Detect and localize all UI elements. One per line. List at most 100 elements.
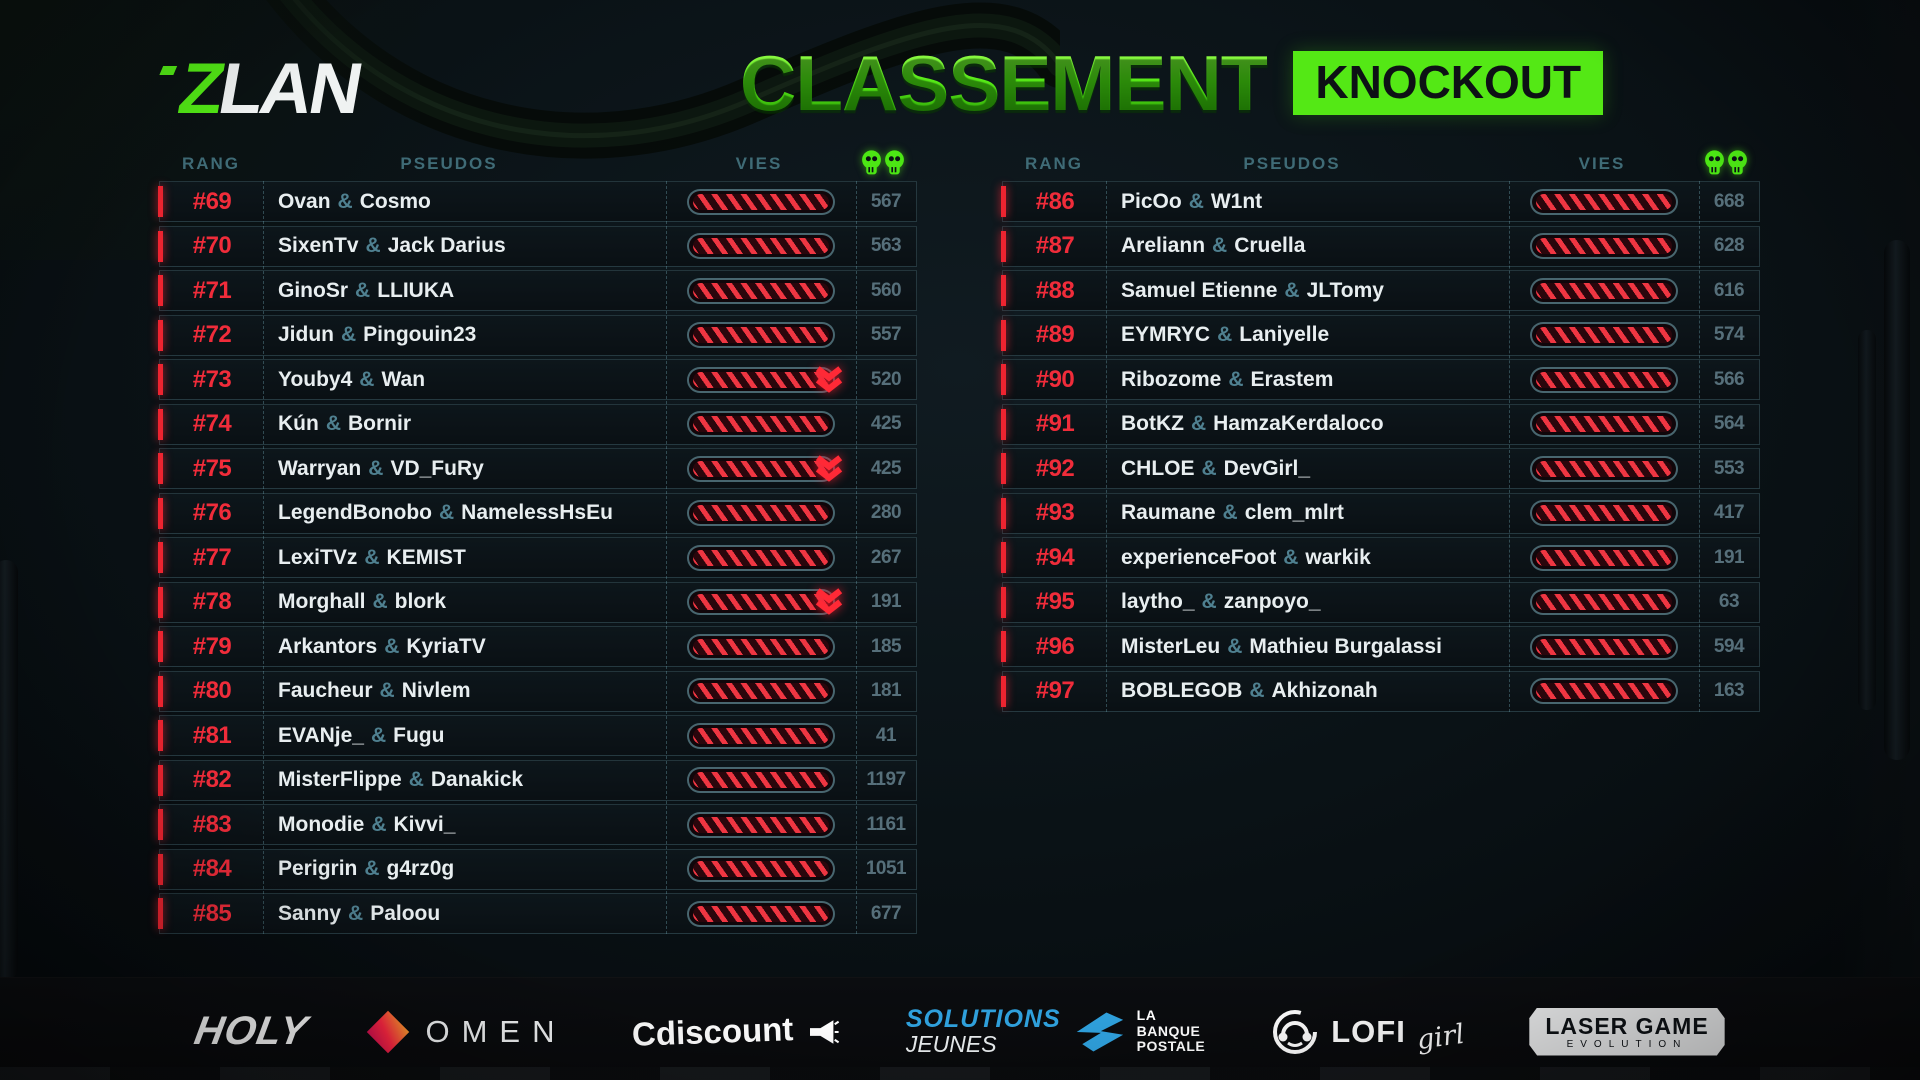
rank-accent-bar bbox=[1001, 453, 1006, 484]
life-bar-stripes bbox=[693, 282, 829, 299]
life-bar-stripes bbox=[693, 505, 829, 521]
logo-lan: LAN bbox=[212, 49, 367, 129]
lives-bar-zone bbox=[666, 411, 856, 437]
rank-label: #87 bbox=[1035, 232, 1075, 259]
rank-label: #96 bbox=[1035, 632, 1075, 660]
team-names: GinoSr & LLIUKA bbox=[264, 279, 666, 303]
lives-count: 557 bbox=[870, 324, 902, 345]
team-names: Morghall & blork bbox=[264, 590, 666, 614]
lives-count: 1197 bbox=[866, 769, 906, 790]
player2-name: DevGirl_ bbox=[1223, 456, 1311, 480]
player1-name: Perigrin bbox=[278, 857, 358, 880]
double-skull-icon bbox=[862, 150, 904, 175]
omen-diamond-icon bbox=[367, 1010, 410, 1053]
lives-count: 560 bbox=[870, 279, 902, 301]
lives-bar-zone bbox=[1509, 500, 1699, 526]
player2-name: Paloou bbox=[370, 901, 441, 925]
bank-postale: POSTALE bbox=[1136, 1038, 1206, 1055]
lives-count: 425 bbox=[870, 413, 902, 434]
rank-label: #90 bbox=[1035, 365, 1075, 393]
life-bar-stripes bbox=[693, 193, 829, 210]
lives-count: 185 bbox=[870, 635, 902, 657]
table-header: RANG PSEUDOS VIES bbox=[1002, 140, 1760, 181]
life-bar-stripes bbox=[693, 861, 829, 877]
striped-life-bar bbox=[1530, 322, 1678, 348]
table-row: #87 Areliann & Cruella 628 bbox=[1001, 225, 1760, 267]
ampersand: & bbox=[1201, 456, 1217, 480]
team-names: Faucheur & Nivlem bbox=[264, 679, 666, 703]
double-chevron-down-icon bbox=[815, 365, 843, 393]
table-row: #90 Ribozome & Erastem 566 bbox=[1001, 359, 1760, 400]
ampersand: & bbox=[1284, 278, 1300, 302]
ampersand: & bbox=[1227, 634, 1243, 658]
ampersand: & bbox=[1188, 189, 1204, 213]
table-rows: #86 PicOo & W1nt 668 #87 Areliann & Cruella … bbox=[1001, 181, 1760, 712]
page-title: CLASSEMENT bbox=[740, 39, 1268, 127]
ampersand: & bbox=[1190, 412, 1207, 435]
team-names: Samuel Etienne & JLTomy bbox=[1107, 279, 1509, 303]
striped-life-bar bbox=[1530, 589, 1678, 615]
lives-count: 1161 bbox=[866, 813, 906, 835]
rank-accent-bar bbox=[158, 408, 163, 440]
striped-life-bar bbox=[1530, 500, 1678, 526]
player2-name: warkik bbox=[1305, 545, 1371, 569]
rank-accent-bar bbox=[1001, 675, 1006, 707]
life-bar-stripes bbox=[1536, 327, 1672, 343]
striped-life-bar bbox=[1530, 188, 1678, 215]
lives-bar-zone bbox=[1509, 544, 1699, 571]
striped-life-bar bbox=[687, 455, 835, 482]
rank-label: #74 bbox=[192, 410, 232, 437]
striped-life-bar bbox=[687, 589, 835, 615]
rank-label: #82 bbox=[192, 766, 232, 793]
lives-bar-zone bbox=[1509, 633, 1699, 660]
rank-accent-bar bbox=[158, 675, 163, 707]
lives-count: 677 bbox=[870, 902, 902, 924]
striped-life-bar bbox=[1530, 544, 1678, 571]
lives-bar-zone bbox=[666, 454, 856, 482]
lives-bar-zone bbox=[666, 722, 856, 749]
striped-life-bar bbox=[687, 767, 835, 793]
player1-name: MisterFlippe bbox=[278, 768, 402, 791]
player1-name: Areliann bbox=[1121, 234, 1206, 257]
ampersand: & bbox=[408, 768, 424, 791]
player2-name: Cosmo bbox=[359, 189, 431, 213]
ampersand: & bbox=[372, 590, 388, 613]
player2-name: Pingouin23 bbox=[363, 323, 477, 346]
table-row: #89 EYMRYC & Laniyelle 574 bbox=[1001, 314, 1760, 356]
rank-accent-bar bbox=[1001, 319, 1006, 351]
rank-label: #91 bbox=[1035, 410, 1075, 437]
table-row: #74 Kún & Bornir 425 bbox=[158, 403, 917, 445]
team-names: EYMRYC & Laniyelle bbox=[1107, 323, 1509, 347]
striped-life-bar bbox=[687, 633, 835, 660]
lives-count: 267 bbox=[870, 546, 902, 568]
lives-count: 564 bbox=[1713, 413, 1745, 434]
striped-life-bar bbox=[1530, 233, 1678, 259]
rank-label: #70 bbox=[192, 232, 232, 259]
life-bar-stripes bbox=[1536, 549, 1672, 566]
rank-accent-bar bbox=[1001, 631, 1006, 662]
ampersand: & bbox=[368, 456, 384, 480]
rank-accent-bar bbox=[1001, 186, 1006, 217]
rank-label: #93 bbox=[1035, 499, 1075, 526]
lives-count: 594 bbox=[1713, 635, 1745, 657]
ampersand: & bbox=[325, 412, 341, 435]
player2-name: Mathieu Burgalassi bbox=[1249, 634, 1442, 658]
team-names: Perigrin & g4rz0g bbox=[264, 857, 666, 881]
player1-name: Kún bbox=[278, 412, 319, 435]
rank-accent-bar bbox=[1001, 542, 1006, 573]
ranking-table-right: RANG PSEUDOS VIES #86 bbox=[1001, 140, 1760, 715]
striped-life-bar bbox=[687, 366, 835, 393]
lives-bar-zone bbox=[666, 767, 856, 793]
life-bar-stripes bbox=[693, 416, 829, 432]
lofi-girl-logo: LOFI girl bbox=[1271, 1008, 1466, 1056]
player1-name: BotKZ bbox=[1121, 412, 1184, 435]
ampersand: & bbox=[337, 189, 353, 213]
player1-name: MisterLeu bbox=[1121, 634, 1221, 658]
team-names: PicOo & W1nt bbox=[1107, 190, 1509, 214]
lives-bar-zone bbox=[1509, 233, 1699, 259]
team-names: Ribozome & Erastem bbox=[1107, 368, 1509, 392]
column-divider bbox=[1699, 181, 1700, 712]
striped-life-bar bbox=[1530, 411, 1678, 437]
ampersand: & bbox=[438, 501, 455, 524]
table-row: #82 MisterFlippe & Danakick 1197 bbox=[158, 759, 917, 801]
